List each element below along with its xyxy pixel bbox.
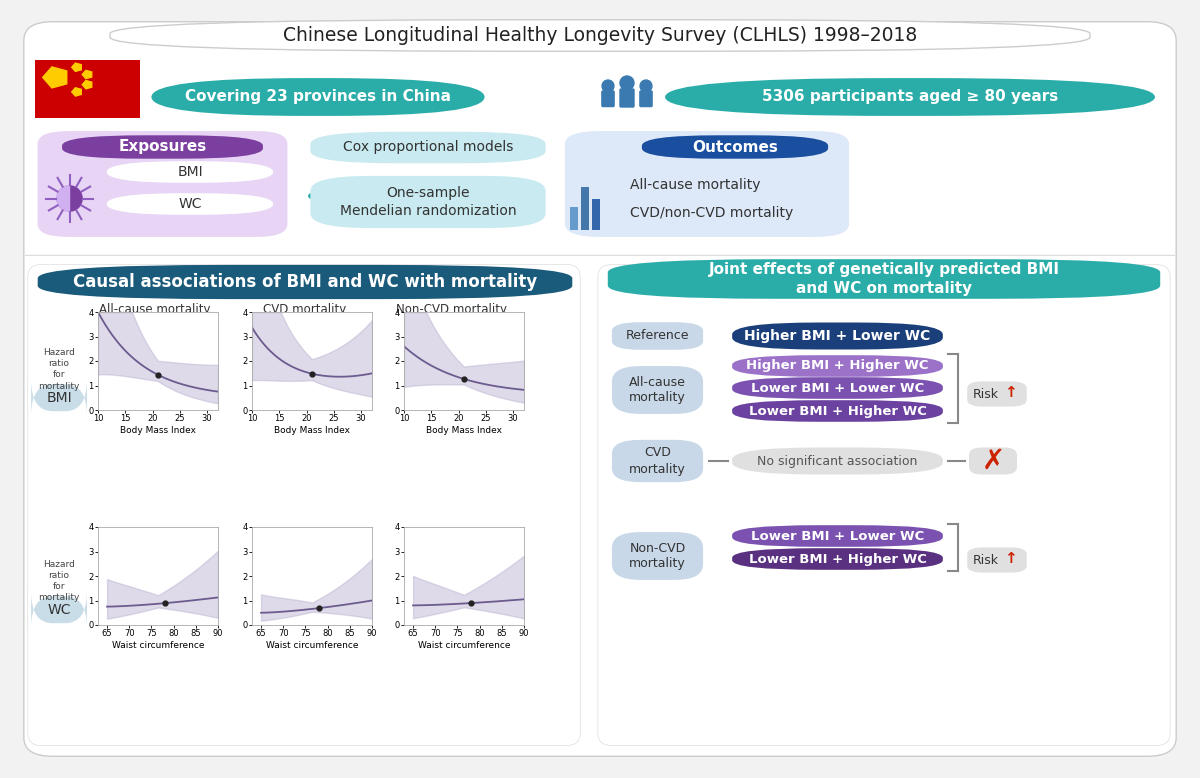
Text: Higher BMI + Higher WC: Higher BMI + Higher WC <box>746 359 929 373</box>
Text: Risk: Risk <box>973 387 998 401</box>
X-axis label: Waist circumference: Waist circumference <box>112 641 204 650</box>
X-axis label: Body Mass Index: Body Mass Index <box>426 426 502 435</box>
Text: WC: WC <box>47 603 71 617</box>
FancyBboxPatch shape <box>28 265 581 745</box>
Text: Chinese Longitudinal Healthy Longevity Survey (CLHLS) 1998–2018: Chinese Longitudinal Healthy Longevity S… <box>283 26 917 45</box>
FancyBboxPatch shape <box>110 19 1090 51</box>
FancyBboxPatch shape <box>732 525 943 547</box>
FancyBboxPatch shape <box>732 377 943 399</box>
FancyBboxPatch shape <box>31 380 86 415</box>
Text: Non-CVD
mortality: Non-CVD mortality <box>629 541 686 570</box>
FancyBboxPatch shape <box>598 265 1170 745</box>
FancyBboxPatch shape <box>967 548 1027 573</box>
Text: BMI: BMI <box>178 165 203 179</box>
Text: Outcomes: Outcomes <box>692 139 778 155</box>
Text: Higher BMI + Lower WC: Higher BMI + Lower WC <box>744 329 931 343</box>
Circle shape <box>56 186 83 212</box>
FancyBboxPatch shape <box>151 78 485 116</box>
FancyBboxPatch shape <box>970 447 1016 475</box>
FancyBboxPatch shape <box>732 400 943 422</box>
Text: All-cause
mortality: All-cause mortality <box>629 376 686 405</box>
Text: Non-CVD mortality: Non-CVD mortality <box>396 303 508 316</box>
FancyBboxPatch shape <box>612 532 703 580</box>
Text: Lower BMI + Higher WC: Lower BMI + Higher WC <box>749 552 926 566</box>
FancyBboxPatch shape <box>607 259 1160 299</box>
FancyBboxPatch shape <box>62 135 263 159</box>
Text: CVD
mortality: CVD mortality <box>629 447 686 475</box>
Text: One-sample
Mendelian randomization: One-sample Mendelian randomization <box>340 186 516 218</box>
Text: Exposures: Exposures <box>119 139 206 155</box>
FancyBboxPatch shape <box>665 78 1156 116</box>
FancyBboxPatch shape <box>732 323 943 349</box>
Text: Causal associations of BMI and WC with mortality: Causal associations of BMI and WC with m… <box>73 273 538 291</box>
X-axis label: Waist circumference: Waist circumference <box>418 641 510 650</box>
Text: All-cause mortality: All-cause mortality <box>630 178 760 192</box>
FancyBboxPatch shape <box>642 135 828 159</box>
FancyBboxPatch shape <box>732 548 943 569</box>
Bar <box>570 207 577 230</box>
FancyBboxPatch shape <box>107 193 274 215</box>
Bar <box>581 187 589 230</box>
FancyBboxPatch shape <box>602 91 614 107</box>
Text: Lower BMI + Lower WC: Lower BMI + Lower WC <box>751 381 924 394</box>
Text: ↑: ↑ <box>1004 385 1018 400</box>
Text: CVD mortality: CVD mortality <box>263 303 347 316</box>
Text: Joint effects of genetically predicted BMI
and WC on mortality: Joint effects of genetically predicted B… <box>708 262 1060 296</box>
Text: BMI: BMI <box>46 391 72 405</box>
FancyBboxPatch shape <box>732 447 943 475</box>
FancyBboxPatch shape <box>24 22 1176 756</box>
Text: Risk: Risk <box>973 553 998 566</box>
Bar <box>592 199 600 230</box>
FancyBboxPatch shape <box>732 356 943 377</box>
Text: ✗: ✗ <box>982 447 1004 475</box>
FancyBboxPatch shape <box>565 131 850 237</box>
Wedge shape <box>58 186 70 211</box>
X-axis label: Body Mass Index: Body Mass Index <box>120 426 196 435</box>
FancyBboxPatch shape <box>311 131 546 163</box>
FancyBboxPatch shape <box>107 161 274 183</box>
Text: Covering 23 provinces in China: Covering 23 provinces in China <box>185 89 451 104</box>
Text: No significant association: No significant association <box>757 454 918 468</box>
FancyBboxPatch shape <box>967 381 1027 407</box>
FancyBboxPatch shape <box>37 265 572 299</box>
Text: Cox proportional models: Cox proportional models <box>343 141 514 155</box>
X-axis label: Body Mass Index: Body Mass Index <box>274 426 350 435</box>
Text: WC: WC <box>179 197 202 211</box>
Text: 5306 participants aged ≥ 80 years: 5306 participants aged ≥ 80 years <box>762 89 1058 104</box>
FancyBboxPatch shape <box>612 366 703 414</box>
Circle shape <box>640 80 652 92</box>
Text: Hazard
ratio
for
mortality: Hazard ratio for mortality <box>38 349 79 391</box>
Text: Lower BMI + Higher WC: Lower BMI + Higher WC <box>749 405 926 418</box>
Text: CVD/non-CVD mortality: CVD/non-CVD mortality <box>630 205 793 219</box>
Text: All-cause mortality: All-cause mortality <box>100 303 211 316</box>
Text: ↑: ↑ <box>1004 551 1018 566</box>
Text: Reference: Reference <box>625 330 689 342</box>
Wedge shape <box>70 186 82 211</box>
Text: Lower BMI + Lower WC: Lower BMI + Lower WC <box>751 530 924 542</box>
Circle shape <box>620 76 634 90</box>
FancyBboxPatch shape <box>37 131 288 237</box>
FancyBboxPatch shape <box>612 322 703 350</box>
FancyBboxPatch shape <box>620 89 634 107</box>
Text: Hazard
ratio
for
mortality: Hazard ratio for mortality <box>38 560 79 602</box>
FancyBboxPatch shape <box>640 91 652 107</box>
FancyBboxPatch shape <box>31 592 86 628</box>
Circle shape <box>602 80 614 92</box>
FancyBboxPatch shape <box>612 440 703 482</box>
FancyBboxPatch shape <box>311 176 546 228</box>
X-axis label: Waist circumference: Waist circumference <box>265 641 359 650</box>
